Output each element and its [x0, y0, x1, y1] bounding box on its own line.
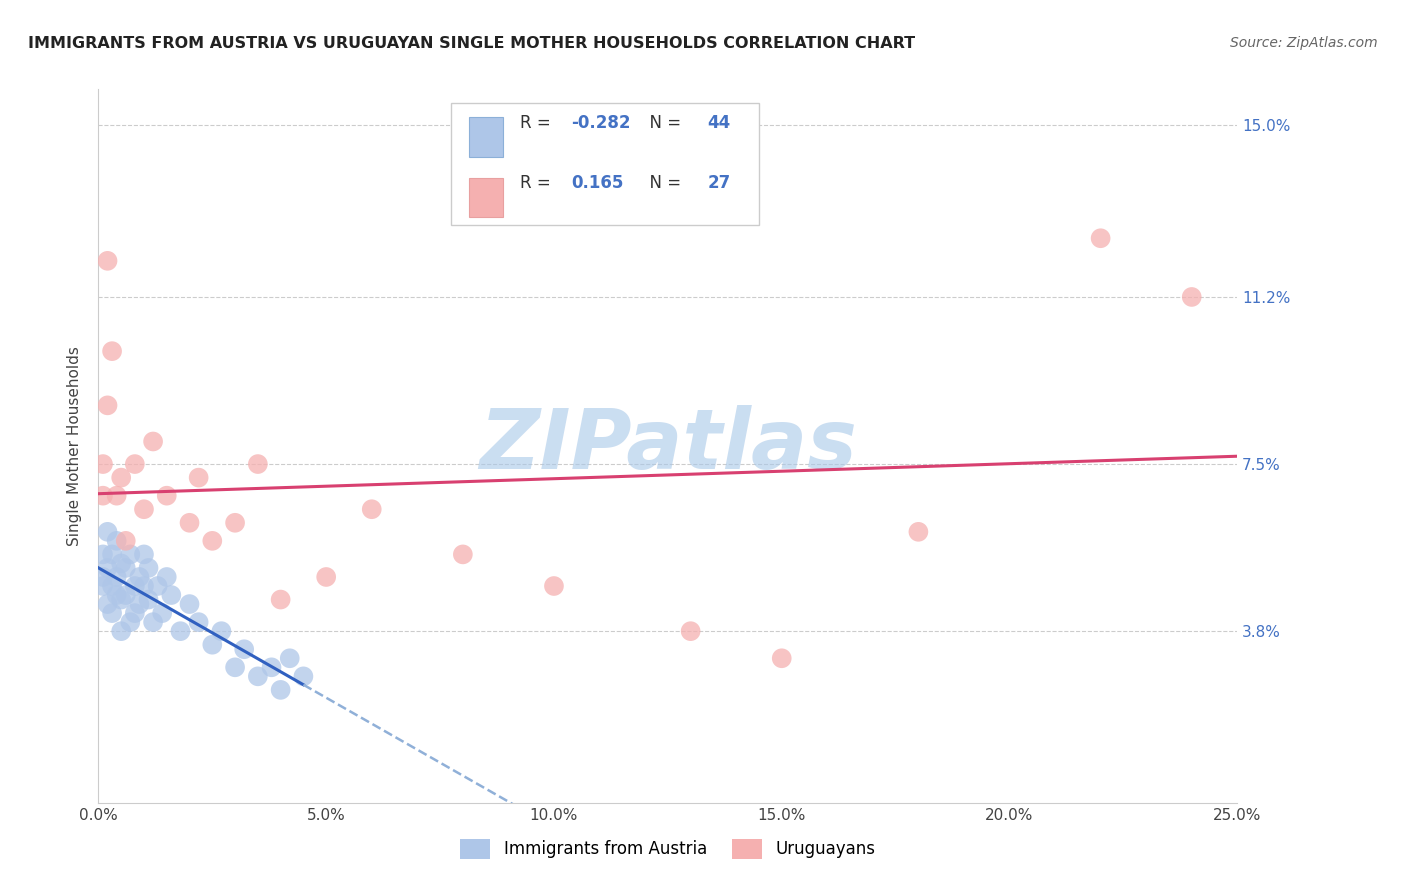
Point	[120, 548, 142, 562]
Point	[278, 651, 301, 665]
Point	[91, 548, 114, 562]
Point	[146, 579, 169, 593]
Point	[679, 624, 702, 639]
Text: N =: N =	[640, 174, 686, 193]
Point	[105, 588, 128, 602]
Point	[156, 489, 179, 503]
Point	[138, 561, 160, 575]
Point	[187, 470, 209, 484]
Point	[270, 682, 292, 697]
Point	[233, 642, 256, 657]
Point	[96, 524, 118, 539]
Point	[114, 533, 136, 548]
Point	[110, 592, 132, 607]
Text: 0.165: 0.165	[571, 174, 623, 193]
Point	[96, 597, 118, 611]
Point	[907, 524, 929, 539]
Text: R =: R =	[520, 113, 555, 132]
Point	[260, 660, 283, 674]
Point	[187, 615, 209, 629]
Bar	[468, 118, 503, 157]
Point	[360, 502, 382, 516]
Point	[91, 570, 114, 584]
Point	[91, 579, 114, 593]
Point	[209, 624, 232, 639]
Point	[138, 592, 160, 607]
Point	[451, 548, 474, 562]
Point	[96, 398, 118, 412]
Point	[246, 669, 269, 683]
Point	[246, 457, 269, 471]
FancyBboxPatch shape	[451, 103, 759, 225]
Point	[96, 561, 118, 575]
Point	[224, 516, 246, 530]
Point	[110, 557, 132, 571]
Point	[169, 624, 191, 639]
Text: N =: N =	[640, 113, 686, 132]
Point	[142, 434, 165, 449]
Point	[543, 579, 565, 593]
Point	[292, 669, 315, 683]
Point	[105, 489, 128, 503]
Point	[179, 516, 201, 530]
Point	[128, 597, 150, 611]
Point	[120, 615, 142, 629]
Text: 27: 27	[707, 174, 731, 193]
Point	[114, 588, 136, 602]
Point	[105, 533, 128, 548]
Point	[101, 344, 124, 359]
Point	[1090, 231, 1112, 245]
Text: R =: R =	[520, 174, 561, 193]
Point	[770, 651, 793, 665]
Point	[315, 570, 337, 584]
Text: -0.282: -0.282	[571, 113, 630, 132]
Text: 44: 44	[707, 113, 731, 132]
Point	[156, 570, 179, 584]
Point	[150, 606, 173, 620]
Text: Source: ZipAtlas.com: Source: ZipAtlas.com	[1230, 36, 1378, 50]
Point	[1181, 290, 1204, 304]
Point	[142, 615, 165, 629]
Point	[201, 638, 224, 652]
Bar	[468, 178, 503, 218]
Point	[132, 502, 155, 516]
Point	[91, 489, 114, 503]
Point	[114, 561, 136, 575]
Point	[201, 533, 224, 548]
Point	[110, 624, 132, 639]
Point	[124, 579, 146, 593]
Point	[132, 579, 155, 593]
Point	[91, 457, 114, 471]
Point	[101, 579, 124, 593]
Point	[224, 660, 246, 674]
Point	[124, 606, 146, 620]
Point	[96, 253, 118, 268]
Legend: Immigrants from Austria, Uruguayans: Immigrants from Austria, Uruguayans	[454, 832, 882, 866]
Point	[110, 470, 132, 484]
Point	[132, 548, 155, 562]
Point	[105, 570, 128, 584]
Point	[128, 570, 150, 584]
Y-axis label: Single Mother Households: Single Mother Households	[67, 346, 83, 546]
Point	[160, 588, 183, 602]
Point	[179, 597, 201, 611]
Point	[270, 592, 292, 607]
Point	[101, 606, 124, 620]
Point	[101, 548, 124, 562]
Text: IMMIGRANTS FROM AUSTRIA VS URUGUAYAN SINGLE MOTHER HOUSEHOLDS CORRELATION CHART: IMMIGRANTS FROM AUSTRIA VS URUGUAYAN SIN…	[28, 36, 915, 51]
Text: ZIPatlas: ZIPatlas	[479, 406, 856, 486]
Point	[124, 457, 146, 471]
